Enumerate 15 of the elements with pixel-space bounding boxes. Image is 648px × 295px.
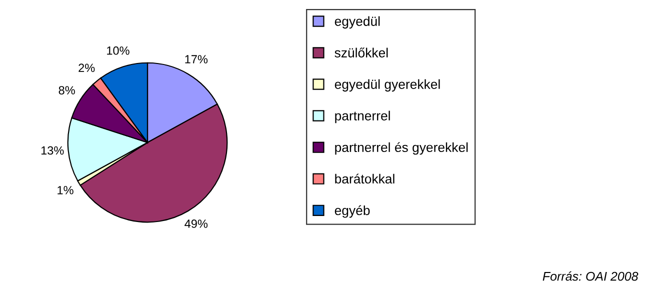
data-label: 8%: [58, 86, 75, 94]
legend-label: barátokkal: [335, 174, 394, 184]
data-label: 1%: [58, 186, 74, 194]
legend-label: egyéb: [334, 205, 370, 218]
legend-label: szülőkkel: [334, 48, 388, 58]
legend-label: egyedül gyerekkel: [334, 79, 440, 92]
legend-label: partnerrel és gyerekkel: [335, 142, 468, 155]
legend-label: partnerrel: [335, 110, 390, 124]
data-label: 10%: [107, 46, 130, 55]
data-label: 2%: [78, 64, 95, 72]
data-label: 13%: [41, 146, 64, 155]
data-label: 17%: [185, 55, 208, 64]
data-label: 49%: [184, 220, 208, 228]
legend-label: egyedül: [334, 16, 380, 29]
text: Forrás: OAI 2008: [542, 271, 638, 281]
